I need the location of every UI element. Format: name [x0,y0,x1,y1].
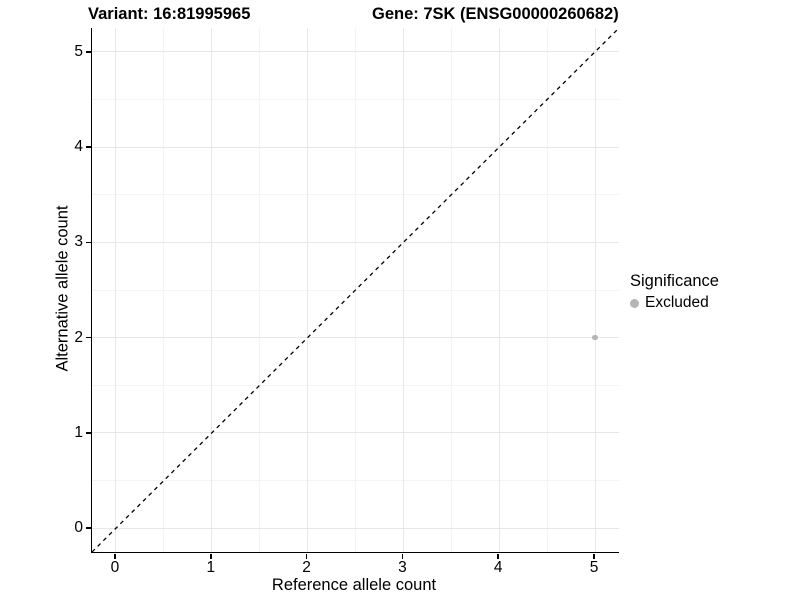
major-gridline-y [92,241,619,243]
major-gridline-x [594,28,596,552]
major-gridline-y [92,432,619,434]
minor-gridline-y [92,194,619,196]
legend-entry-label: Excluded [645,294,709,311]
major-gridline-x [307,28,309,552]
x-tick-label: 0 [110,559,120,576]
major-gridline-y [92,337,619,339]
y-tick-mark [86,527,91,529]
y-tick-label: 5 [74,42,83,60]
x-tick-label: 2 [302,559,311,576]
legend: Significance Excluded [630,272,719,312]
minor-gridline-y [92,384,619,386]
x-tick-label: 1 [206,559,216,576]
x-tick-mark [305,553,308,559]
x-tick-label: 5 [589,559,599,576]
y-tick-mark [86,432,91,434]
y-tick-mark [86,51,91,53]
x-axis-title: Reference allele count [271,576,437,594]
legend-entry-excluded: Excluded [630,294,719,312]
y-tick-label: 3 [74,233,83,251]
y-tick-label: 0 [74,519,83,537]
x-tick-mark [401,553,404,559]
y-axis-title: Alternative allele count [53,205,72,372]
x-tick-mark [593,553,595,559]
y-tick-mark [86,146,91,148]
y-tick-label: 4 [74,138,83,156]
minor-gridline-y [92,480,619,482]
major-gridline-x [211,28,213,552]
major-gridline-x [498,28,500,552]
identity-dashed-line [92,28,619,552]
legend-title: Significance [630,272,719,290]
major-gridline-x [115,28,117,552]
plot-panel [91,28,619,553]
major-gridline-y [92,146,619,148]
data-point-excluded [592,334,598,341]
plot-title-gene: Gene: 7SK (ENSG00000260682) [372,5,619,23]
x-tick-mark [114,553,116,559]
x-tick-label: 4 [493,559,503,576]
y-tick-mark [86,241,91,244]
major-gridline-x [402,28,404,552]
plot-title-variant: Variant: 16:81995965 [88,5,251,23]
major-gridline-y [92,51,619,53]
x-tick-label: 3 [398,559,407,576]
y-tick-mark [86,336,91,339]
y-tick-label: 2 [74,328,83,346]
x-tick-mark [210,553,212,559]
major-gridline-y [92,527,619,529]
y-tick-label: 1 [74,423,83,441]
x-tick-mark [497,553,499,559]
minor-gridline-y [92,98,619,100]
excluded-point-swatch-icon [630,298,639,308]
